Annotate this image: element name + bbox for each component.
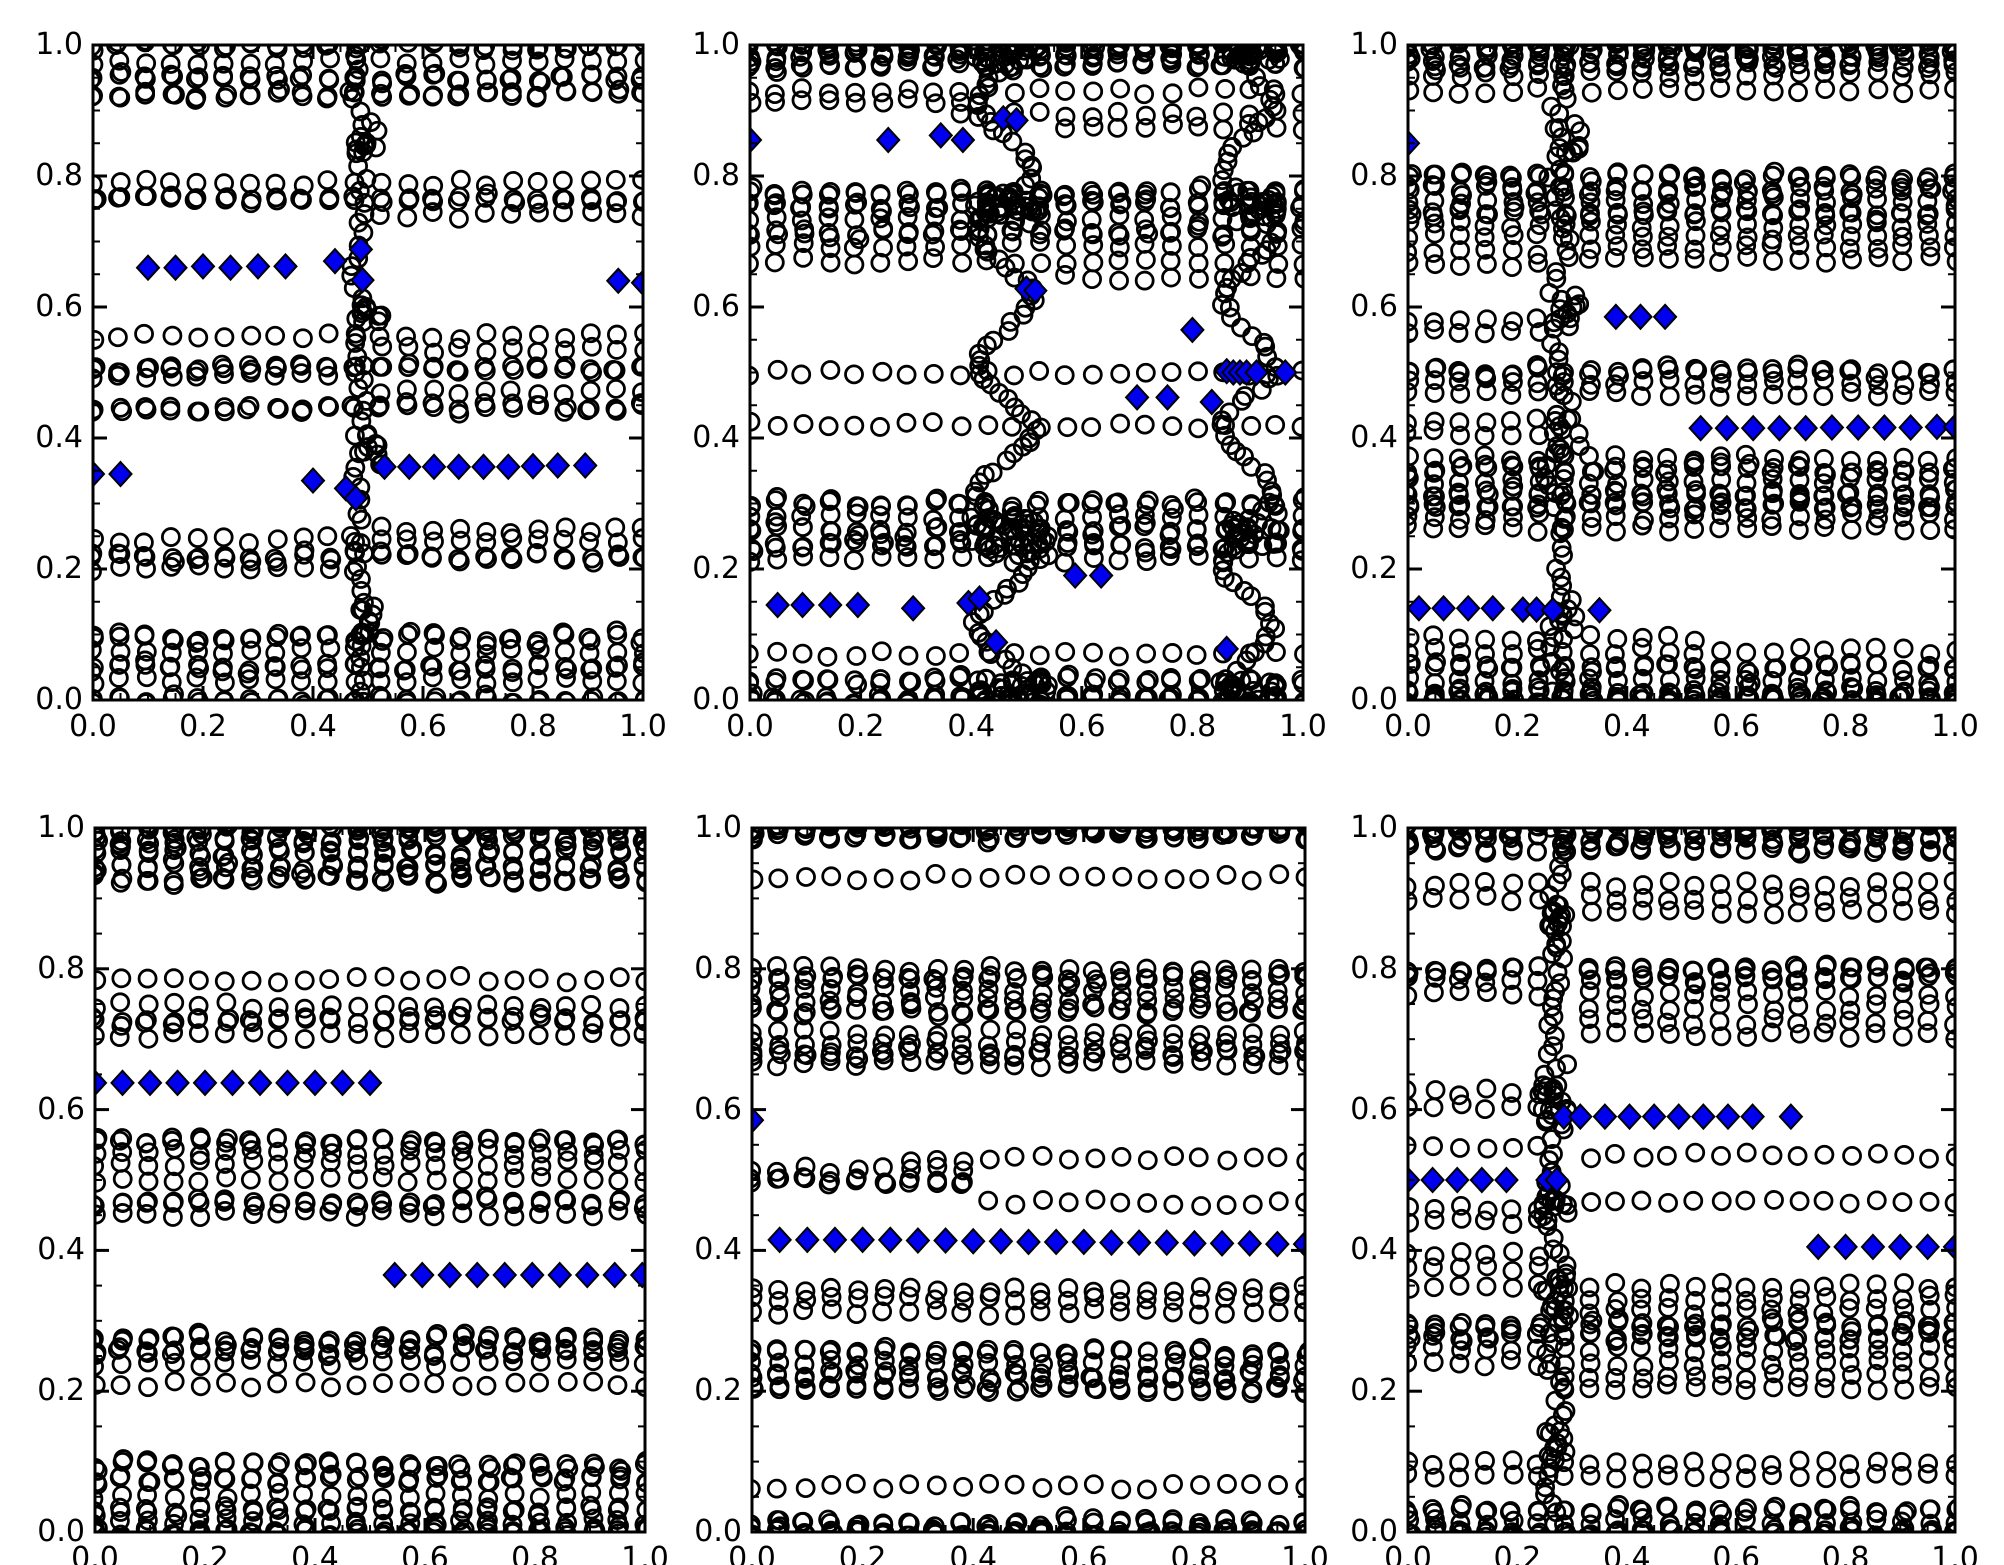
x-tick-label: 0.6 (1712, 709, 1761, 744)
y-tick-label: 0.6 (1350, 1091, 1398, 1127)
x-tick-label: 0.8 (1168, 709, 1217, 744)
x-tick-label: 1.0 (1931, 709, 1979, 744)
subplot-bottom-right (1406, 826, 1957, 1534)
subplot-top-middle (748, 43, 1305, 702)
axes-frame (93, 826, 647, 1534)
y-tick-label: 0.2 (1350, 1373, 1398, 1409)
y-tick-label: 0.8 (37, 950, 85, 986)
y-tick-label: 1.0 (1350, 27, 1398, 62)
x-tick-label: 0.6 (399, 709, 447, 744)
y-tick-label: 0.2 (692, 551, 740, 586)
y-tick-label: 0.0 (694, 1514, 742, 1549)
x-tick-label: 1.0 (621, 1541, 669, 1565)
x-tick-label: 0.6 (1059, 1541, 1108, 1565)
x-tick-label: 0.0 (726, 709, 774, 744)
y-tick-label: 1.0 (1350, 810, 1398, 845)
diamond-markers (93, 235, 643, 512)
axis-ticks (93, 826, 647, 1534)
x-tick-label: 0.4 (291, 1541, 339, 1565)
x-tick-label: 1.0 (619, 709, 667, 744)
x-tick-label: 0.4 (1602, 1541, 1651, 1565)
x-tick-label: 0.0 (1384, 1541, 1432, 1565)
x-tick-label: 0.0 (69, 709, 117, 744)
circle-markers (1408, 45, 1955, 700)
x-tick-label: 0.6 (1712, 1541, 1761, 1565)
x-tick-label: 0.2 (1493, 709, 1542, 744)
x-tick-label: 0.0 (1384, 709, 1432, 744)
x-tick-label: 0.2 (836, 709, 885, 744)
y-tick-label: 0.6 (692, 289, 740, 324)
y-tick-label: 1.0 (692, 27, 740, 62)
subplot-bottom-left (93, 826, 647, 1534)
y-tick-label: 1.0 (694, 810, 742, 845)
x-tick-label: 0.8 (1821, 1541, 1870, 1565)
x-tick-label: 0.8 (1821, 709, 1870, 744)
diamond-markers (95, 1069, 645, 1289)
x-tick-label: 0.6 (401, 1541, 449, 1565)
y-tick-label: 0.6 (694, 1091, 742, 1127)
x-tick-label: 0.4 (949, 1541, 998, 1565)
diamond-markers (1408, 1103, 1955, 1261)
x-tick-label: 0.6 (1057, 709, 1106, 744)
y-tick-label: 0.6 (37, 1091, 85, 1127)
x-tick-label: 0.2 (181, 1541, 229, 1565)
axes-frame (1406, 826, 1957, 1534)
x-tick-label: 0.2 (179, 709, 227, 744)
y-tick-label: 0.8 (1350, 950, 1398, 986)
x-tick-label: 0.4 (1602, 709, 1651, 744)
y-tick-label: 0.2 (37, 1373, 85, 1409)
y-tick-label: 1.0 (37, 810, 85, 845)
x-tick-label: 0.4 (289, 709, 337, 744)
y-tick-label: 0.2 (35, 551, 83, 586)
x-tick-label: 0.2 (838, 1541, 887, 1565)
y-tick-label: 0.4 (694, 1232, 742, 1268)
y-tick-label: 0.0 (1350, 1514, 1398, 1549)
y-tick-label: 0.6 (1350, 289, 1398, 324)
axes-frame (1406, 43, 1957, 702)
y-tick-label: 0.4 (35, 420, 83, 455)
y-tick-label: 0.8 (35, 158, 83, 193)
y-tick-label: 0.8 (1350, 158, 1398, 193)
x-tick-label: 0.0 (728, 1541, 776, 1565)
x-tick-label: 1.0 (1931, 1541, 1979, 1565)
x-tick-label: 0.4 (947, 709, 996, 744)
axes-frame (91, 43, 645, 702)
y-tick-label: 0.8 (692, 158, 740, 193)
y-tick-label: 0.0 (692, 682, 740, 717)
subplot-top-left (91, 43, 645, 702)
y-tick-label: 0.4 (37, 1232, 85, 1268)
x-tick-label: 0.8 (1170, 1541, 1219, 1565)
subplot-bottom-middle (750, 826, 1307, 1534)
y-tick-label: 0.2 (1350, 551, 1398, 586)
axes-frame (750, 826, 1307, 1534)
y-tick-label: 0.2 (694, 1373, 742, 1409)
y-tick-label: 0.0 (37, 1514, 85, 1549)
circle-markers (752, 828, 1305, 1532)
x-tick-label: 0.8 (509, 709, 557, 744)
x-tick-label: 1.0 (1279, 709, 1327, 744)
x-tick-label: 0.2 (1493, 1541, 1542, 1565)
x-tick-label: 0.0 (71, 1541, 119, 1565)
y-tick-label: 0.6 (35, 289, 83, 324)
circle-markers (95, 828, 645, 1532)
diamond-markers (750, 104, 1298, 663)
axes-frame (748, 43, 1305, 702)
x-tick-label: 1.0 (1281, 1541, 1329, 1565)
y-tick-label: 0.0 (1350, 682, 1398, 717)
y-tick-label: 0.8 (694, 950, 742, 986)
y-tick-label: 0.0 (35, 682, 83, 717)
diamond-markers (752, 1106, 1305, 1258)
subplot-top-right (1406, 43, 1957, 702)
circle-markers (93, 45, 643, 700)
y-tick-label: 0.4 (1350, 420, 1398, 455)
y-tick-label: 0.4 (1350, 1232, 1398, 1268)
y-tick-label: 1.0 (35, 27, 83, 62)
y-tick-label: 0.4 (692, 420, 740, 455)
x-tick-label: 0.8 (511, 1541, 559, 1565)
